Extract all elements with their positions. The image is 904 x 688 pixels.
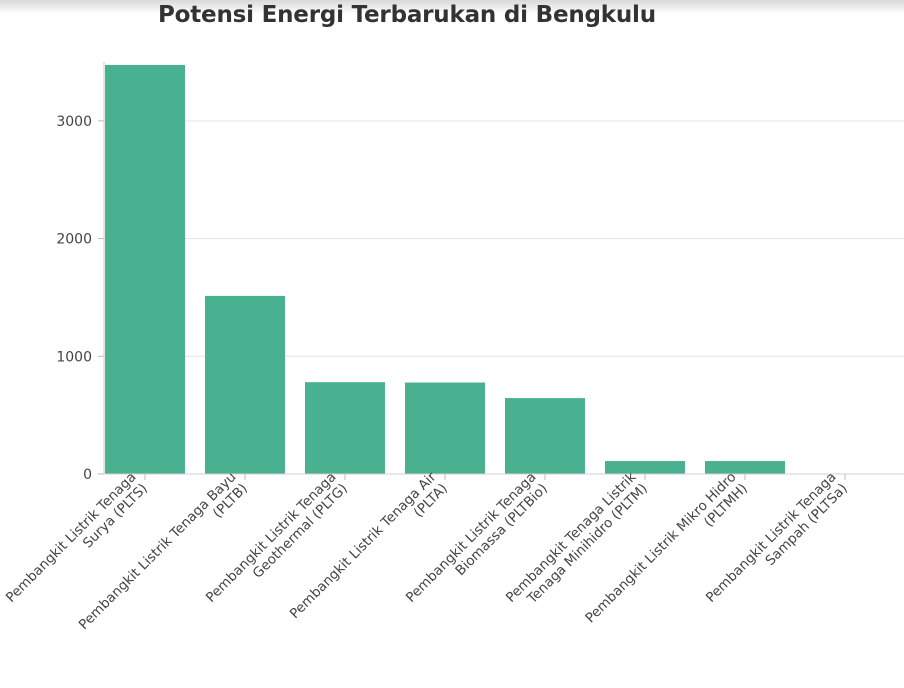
bar [405,382,485,474]
y-tick-label: 2000 [56,232,92,248]
y-tick-label: 3000 [56,114,92,130]
x-tick-labels: Pembangkit Listrik TenagaSurya (PLTS)Pem… [3,469,851,633]
bar [705,461,785,474]
top-shadow [0,0,904,14]
y-tick-labels: 0 1000 2000 3000 [56,114,92,483]
bar [605,461,685,474]
bar [505,398,585,474]
bar [205,295,285,474]
x-tick-label-line: Pembangkit Listrik Tenaga Bayu [76,469,240,633]
bar [305,382,385,474]
bar [105,64,185,474]
bars [105,64,785,474]
axes [98,62,904,480]
chart-title: Potensi Energi Terbarukan di Bengkulu [158,2,656,28]
x-tick-label: Pembangkit Listrik TenagaSurya (PLTS) [3,469,151,617]
y-tick-label: 0 [83,467,92,483]
y-tick-label: 1000 [56,349,92,365]
